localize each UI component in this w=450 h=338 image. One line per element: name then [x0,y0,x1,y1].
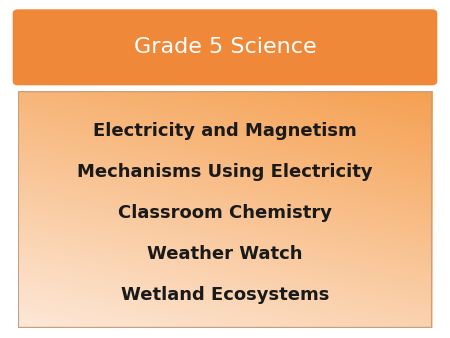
Text: Classroom Chemistry: Classroom Chemistry [118,204,332,222]
Text: Wetland Ecosystems: Wetland Ecosystems [121,286,329,304]
Text: Mechanisms Using Electricity: Mechanisms Using Electricity [77,163,373,181]
Text: Electricity and Magnetism: Electricity and Magnetism [93,122,357,141]
Text: Weather Watch: Weather Watch [147,245,303,263]
Text: Grade 5 Science: Grade 5 Science [134,37,316,57]
